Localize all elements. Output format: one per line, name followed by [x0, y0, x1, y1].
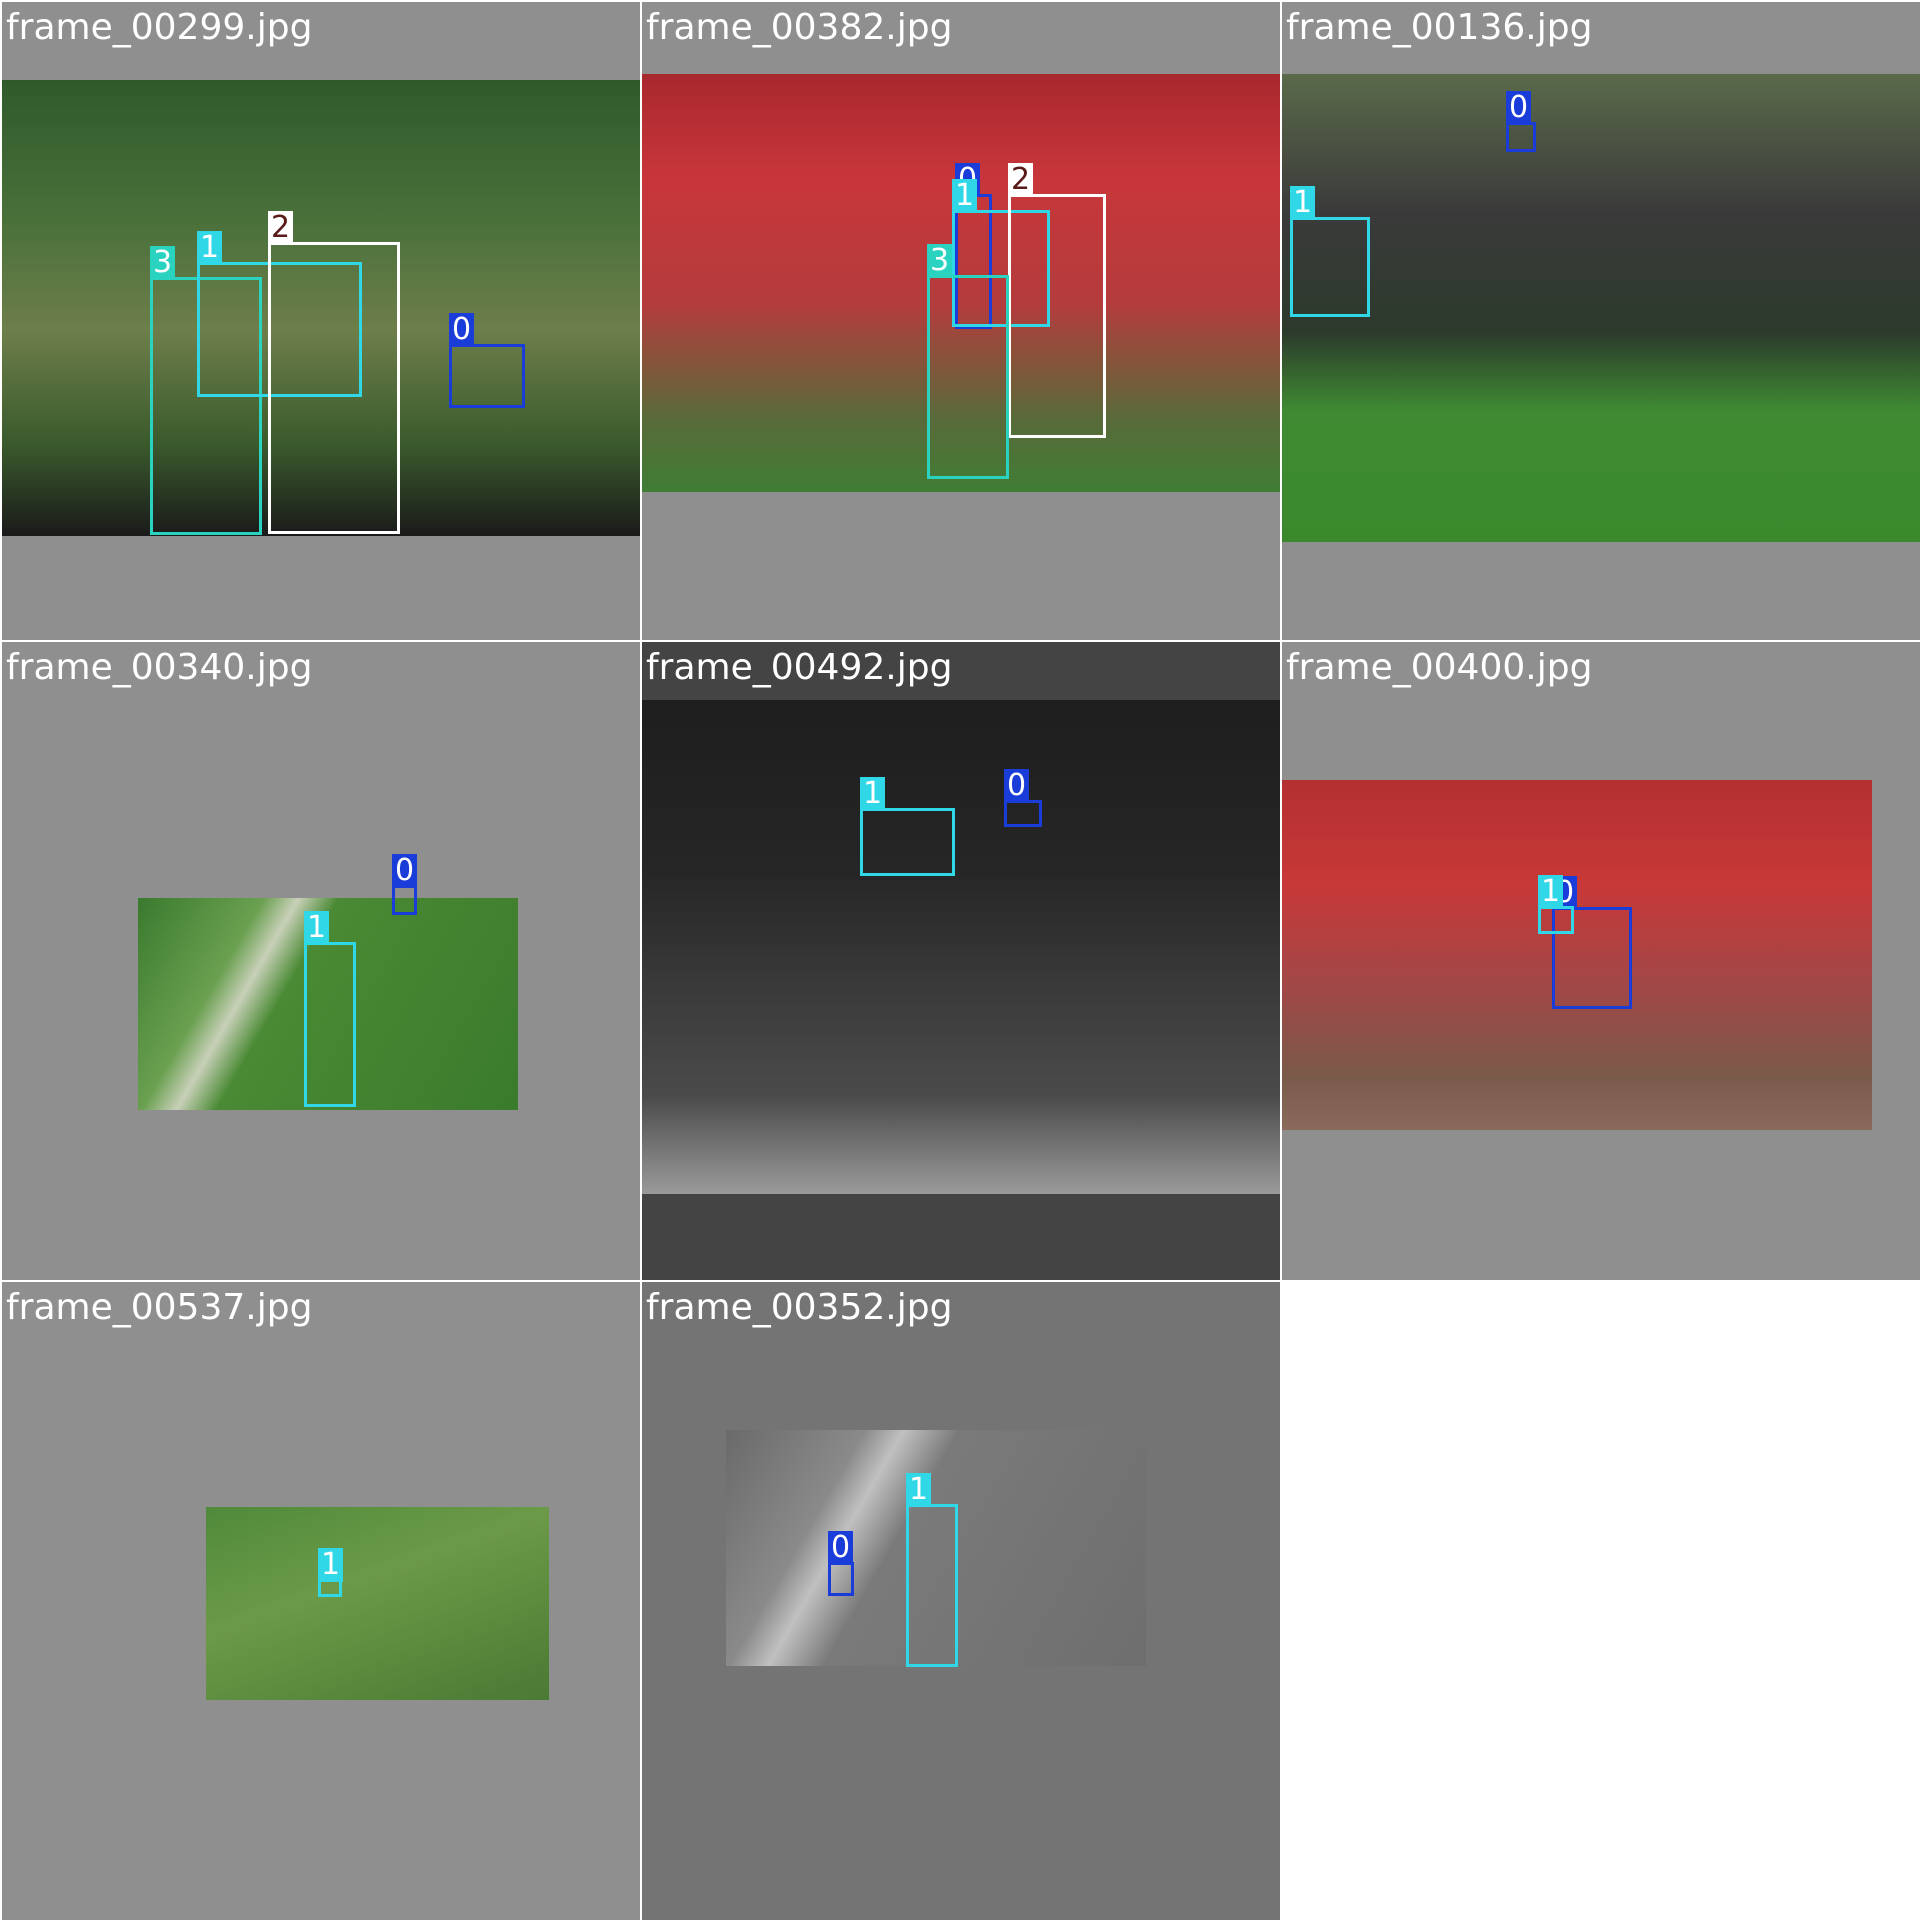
detection-label: 1: [1538, 875, 1564, 909]
detection-box: 1: [1538, 875, 1574, 934]
frame-image: [642, 700, 1280, 1194]
detection-label: 1: [304, 911, 330, 945]
detection-box: 1: [860, 777, 955, 876]
detection-box: 3: [150, 246, 262, 535]
detection-box: 1: [1290, 186, 1370, 317]
detection-box: 0: [1506, 91, 1536, 152]
detection-label: 1: [860, 777, 886, 811]
detection-box: 1: [952, 179, 1050, 327]
frame-filename: frame_00382.jpg: [646, 7, 953, 48]
detection-label: 0: [1004, 769, 1030, 803]
frame-image: [642, 74, 1280, 492]
mosaic-tile: frame_00382.jpg0123: [642, 2, 1280, 640]
detection-box: 1: [318, 1548, 344, 1597]
frame-image: [726, 1430, 1146, 1666]
detection-label: 1: [318, 1548, 344, 1582]
detection-label: 1: [197, 231, 223, 265]
mosaic-tile: frame_00400.jpg 0 1: [1282, 642, 1920, 1280]
detection-box: 0: [392, 854, 418, 915]
mosaic-tile: frame_00136.jpg 0 1: [1282, 2, 1920, 640]
frame-image: [206, 1507, 549, 1700]
detection-box: 1: [197, 231, 362, 397]
detection-label: 0: [392, 854, 418, 888]
detection-label: 2: [1008, 163, 1034, 197]
frame-image: [2, 80, 640, 536]
detection-label: 1: [952, 179, 978, 213]
mosaic-tile: frame_00340.jpg 1 0: [2, 642, 640, 1280]
frame-filename: frame_00299.jpg: [6, 7, 313, 48]
detection-label: 3: [150, 246, 176, 280]
frame-filename: frame_00537.jpg: [6, 1287, 313, 1328]
detection-box: 2: [268, 211, 400, 534]
detection-label: 0: [1506, 91, 1532, 125]
frame-filename: frame_00492.jpg: [646, 647, 953, 688]
frame-filename: frame_00340.jpg: [6, 647, 313, 688]
detection-label: 1: [906, 1473, 932, 1507]
frame-image: [1282, 74, 1920, 542]
detection-label: 2: [268, 211, 294, 245]
mosaic-tile: frame_00352.jpg 1 0: [642, 1282, 1280, 1920]
frame-filename: frame_00352.jpg: [646, 1287, 953, 1328]
detection-box: 3: [927, 244, 1009, 479]
detection-label: 1: [1290, 186, 1316, 220]
frame-filename: frame_00136.jpg: [1286, 7, 1593, 48]
detection-label: 0: [828, 1531, 854, 1565]
frame-image: [1282, 780, 1872, 1130]
detection-box: 1: [304, 911, 356, 1107]
detection-box: 2: [1008, 163, 1106, 438]
mosaic-tile: frame_00299.jpg 3 1 2 0: [2, 2, 640, 640]
mosaic-tile: frame_00492.jpg 1 0: [642, 642, 1280, 1280]
detection-box: 0: [1004, 769, 1042, 827]
detection-label: 3: [927, 244, 953, 278]
detection-box: 0: [449, 313, 525, 408]
mosaic-tile: frame_00537.jpg 1: [2, 1282, 640, 1920]
frame-filename: frame_00400.jpg: [1286, 647, 1593, 688]
detection-box: 1: [906, 1473, 958, 1667]
detection-box: 0: [828, 1531, 854, 1596]
detection-label: 0: [449, 313, 475, 347]
